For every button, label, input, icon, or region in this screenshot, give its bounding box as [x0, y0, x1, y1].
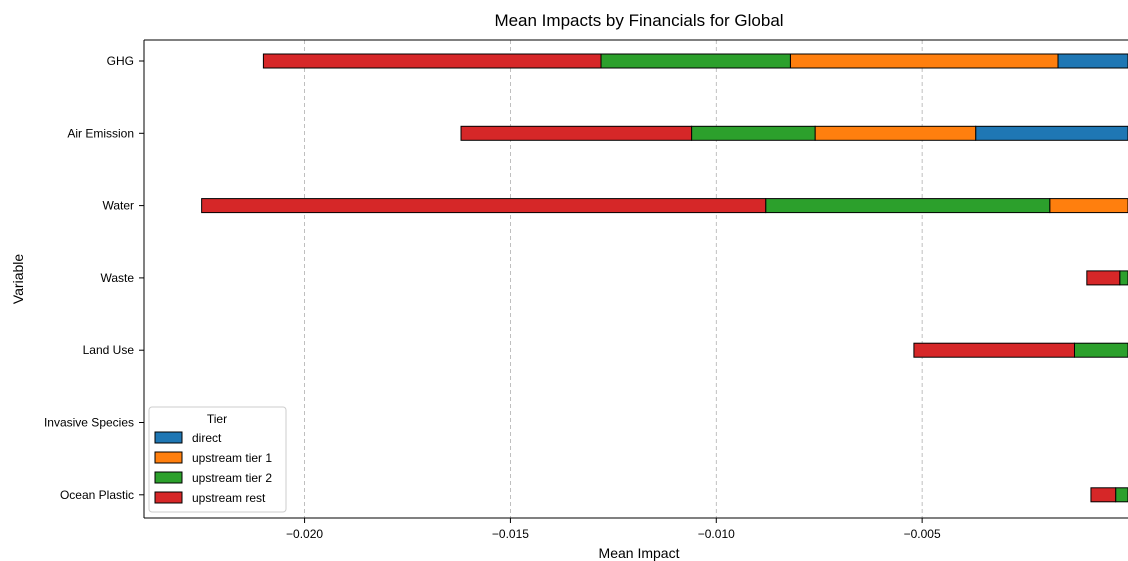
- y-axis-ticks: GHG Air Emission Water Waste Land Use Invasiv…: [44, 54, 144, 502]
- legend-label: upstream tier 2: [192, 471, 272, 485]
- legend-label: direct: [192, 431, 222, 445]
- x-tick-label: −0.005: [904, 527, 941, 541]
- bar-upstream-tier-2-land-use: [1073, 342, 1128, 358]
- y-tick-label: Land Use: [83, 343, 135, 357]
- x-tick-label: −0.010: [698, 527, 735, 541]
- bar-direct-ghg: [1057, 53, 1128, 69]
- legend-swatch: [154, 471, 183, 484]
- legend-label: upstream tier 1: [192, 451, 272, 465]
- legend-label: upstream rest: [192, 491, 266, 505]
- y-tick-label: Water: [102, 199, 134, 213]
- bar-upstream-rest-air-emission: [460, 125, 693, 141]
- bar-upstream-rest-land-use: [913, 342, 1075, 358]
- legend-swatch: [154, 451, 183, 464]
- x-tick-label: −0.020: [286, 527, 323, 541]
- bar-upstream-rest-ocean-plastic: [1090, 487, 1117, 503]
- x-axis-label: Mean Impact: [599, 545, 680, 561]
- legend: Tier direct upstream tier 1 upstream tier …: [148, 406, 287, 513]
- y-axis-label: Variable: [10, 254, 26, 305]
- x-gridlines: [304, 40, 923, 518]
- y-tick-label: GHG: [107, 54, 134, 68]
- y-tick-label: Waste: [100, 271, 134, 285]
- legend-title: Tier: [207, 412, 227, 426]
- bars: [201, 53, 1128, 503]
- bar-upstream-tier-1-ghg: [789, 53, 1059, 69]
- bar-upstream-tier-1-water: [1049, 198, 1128, 214]
- legend-frame: [148, 406, 287, 513]
- legend-swatch: [154, 431, 183, 444]
- bar-upstream-rest-water: [201, 198, 767, 214]
- bar-upstream-tier-2-ghg: [600, 53, 791, 69]
- bar-upstream-tier-2-water: [765, 198, 1051, 214]
- axes: [143, 39, 1128, 519]
- legend-items: direct upstream tier 1 upstream tier 2 upst…: [154, 431, 272, 505]
- bar-direct-air-emission: [975, 125, 1128, 141]
- chart-title: Mean Impacts by Financials for Global: [494, 11, 783, 30]
- y-tick-label: Invasive Species: [44, 416, 134, 430]
- bar-upstream-tier-2-ocean-plastic: [1115, 487, 1128, 503]
- bar-upstream-tier-2-waste: [1119, 270, 1128, 286]
- y-tick-label: Ocean Plastic: [60, 488, 134, 502]
- bar-upstream-tier-2-air-emission: [691, 125, 816, 141]
- legend-swatch: [154, 491, 183, 504]
- bar-upstream-rest-waste: [1086, 270, 1121, 286]
- bar-upstream-tier-1-air-emission: [814, 125, 977, 141]
- x-axis-ticks: −0.020 −0.015 −0.010 −0.005: [286, 518, 941, 541]
- y-tick-label: Air Emission: [67, 126, 134, 140]
- x-tick-label: −0.015: [492, 527, 529, 541]
- bar-upstream-rest-ghg: [262, 53, 602, 69]
